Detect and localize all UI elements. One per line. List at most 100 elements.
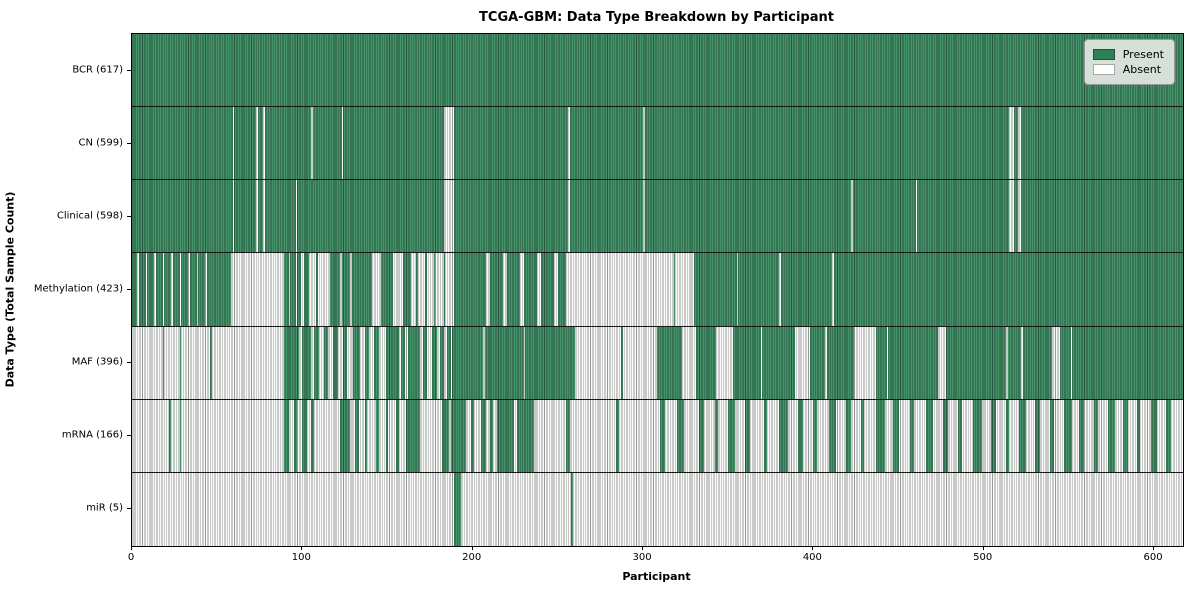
present-run [373, 326, 379, 399]
present-run [206, 253, 231, 326]
present-run [453, 472, 461, 546]
present-run [314, 326, 320, 399]
xtick-label-600: 600 [1143, 552, 1163, 563]
present-run [1007, 326, 1022, 399]
present-run [694, 253, 737, 326]
present-run [385, 399, 388, 472]
present-run [677, 399, 684, 472]
present-run [416, 253, 419, 326]
present-run [440, 326, 444, 399]
present-run [181, 253, 189, 326]
present-run [283, 326, 299, 399]
present-run [472, 253, 487, 326]
present-run [324, 326, 328, 399]
row-mir [132, 472, 1183, 546]
present-run [523, 253, 538, 326]
present-run [714, 399, 718, 472]
present-run [169, 399, 172, 472]
present-run [1021, 180, 1183, 253]
present-run [132, 253, 138, 326]
present-run [809, 326, 826, 399]
present-run [826, 326, 855, 399]
xtick-mark [642, 546, 644, 550]
heatmap-rows [132, 34, 1183, 546]
ytick-label-bcr: BCR (617) [72, 64, 123, 76]
present-run [615, 399, 620, 472]
row-maf [132, 326, 1183, 400]
present-run [1063, 399, 1073, 472]
xtick-mark [1153, 546, 1155, 550]
present-run [164, 253, 172, 326]
present-run [290, 253, 296, 326]
present-run [132, 34, 1183, 107]
ytick-label-mir: miR (5) [86, 502, 123, 514]
present-run [876, 326, 887, 399]
present-run [525, 326, 575, 399]
present-run [813, 399, 817, 472]
xtick-mark [471, 546, 473, 550]
present-run [365, 326, 369, 399]
present-run [452, 326, 483, 399]
present-run [1123, 399, 1129, 472]
legend-entry-absent: Absent [1092, 63, 1164, 76]
xtick-label-400: 400 [802, 552, 822, 563]
present-run [234, 107, 257, 180]
xtick-mark [301, 546, 303, 550]
present-run [738, 253, 780, 326]
ytick-mark [127, 435, 131, 437]
present-run [695, 326, 717, 399]
present-run [656, 326, 683, 399]
present-run [1137, 399, 1141, 472]
present-run [946, 326, 1006, 399]
present-run [297, 253, 301, 326]
present-run [569, 107, 643, 180]
ytick-mark [127, 142, 131, 144]
present-run [179, 326, 182, 399]
present-swatch [1092, 49, 1115, 60]
present-run [516, 399, 534, 472]
present-run [312, 107, 342, 180]
present-run [1005, 399, 1010, 472]
present-run [1021, 107, 1183, 180]
present-run [925, 399, 933, 472]
present-run [198, 253, 206, 326]
legend-label-present: Present [1122, 48, 1164, 61]
present-run [660, 399, 666, 472]
absent-swatch [1092, 64, 1115, 75]
present-run [484, 326, 524, 399]
ytick-label-cn: CN (599) [78, 137, 123, 149]
present-run [1060, 326, 1071, 399]
xtick-label-300: 300 [632, 552, 652, 563]
present-run [453, 107, 569, 180]
present-run [315, 253, 318, 326]
x-axis-title: Participant [622, 570, 691, 583]
present-run [234, 180, 257, 253]
ytick-mark [127, 215, 131, 217]
present-run [489, 253, 504, 326]
present-run [385, 326, 400, 399]
present-run [745, 399, 751, 472]
present-run [407, 326, 420, 399]
present-run [644, 180, 851, 253]
present-run [264, 107, 311, 180]
present-run [304, 253, 310, 326]
present-run [283, 253, 289, 326]
present-run [264, 180, 296, 253]
present-run [540, 253, 555, 326]
present-run [339, 399, 351, 472]
present-run [147, 253, 155, 326]
ytick-label-clinical: Clinical (598) [56, 210, 123, 222]
present-run [780, 253, 833, 326]
present-run [343, 107, 444, 180]
present-run [162, 326, 165, 399]
ytick-label-methylation: Methylation (423) [33, 283, 123, 295]
present-run [155, 253, 163, 326]
xtick-mark [982, 546, 984, 550]
present-run [699, 399, 705, 472]
present-run [365, 399, 368, 472]
present-run [798, 399, 804, 472]
present-run [453, 180, 569, 253]
present-run [733, 326, 761, 399]
present-run [355, 399, 359, 472]
